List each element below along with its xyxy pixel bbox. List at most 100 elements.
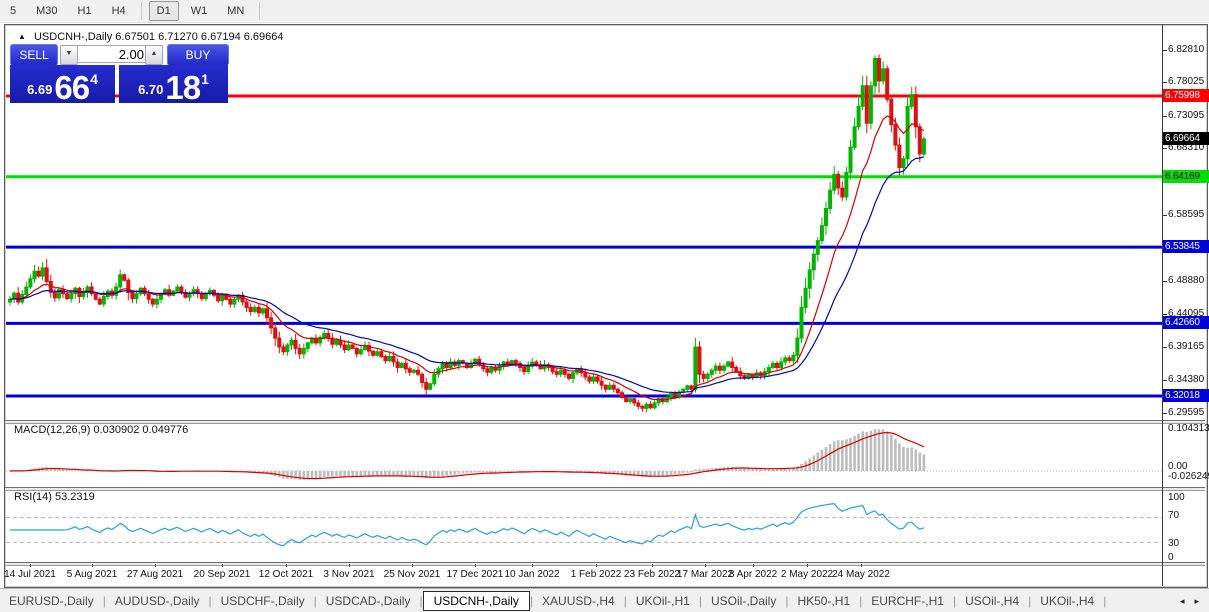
volume-down-button[interactable]: ▼ — [60, 45, 78, 65]
rsi-axis-label: 70 — [1168, 510, 1180, 521]
date-tick — [532, 564, 533, 567]
macd-axis-label: 0.104313 — [1168, 423, 1209, 434]
buy-price-panel[interactable]: 6.70 18 1 — [119, 65, 228, 106]
date-tick — [92, 564, 93, 567]
timeframe-button-d1[interactable]: D1 — [148, 1, 179, 21]
price-tick-label: 6.39165 — [1168, 341, 1205, 352]
tab-scroll-left-icon[interactable]: ◂ — [1179, 595, 1185, 606]
price-axis-separator — [1162, 25, 1163, 586]
macd-label: MACD(12,26,9) 0.030902 0.049776 — [14, 424, 189, 436]
date-tick — [596, 564, 597, 567]
volume-up-button[interactable]: ▲ — [145, 45, 163, 65]
price-tick-label: 6.82810 — [1168, 44, 1205, 55]
level-price-badge: 6.42660 — [1163, 316, 1209, 329]
date-tick — [222, 564, 223, 567]
chart-window-frame — [4, 24, 1208, 588]
rsi-splitter[interactable] — [5, 487, 1205, 491]
chart-tab-bar: EURUSD-,Daily | AUDUSD-,Daily | USDCHF-,Dail… — [0, 588, 1209, 612]
date-tick — [807, 564, 808, 567]
date-tick-label: 14 Jul 2021 — [4, 569, 56, 580]
buy-price-big: 18 — [165, 69, 201, 106]
tab-separator: | — [952, 594, 957, 608]
rsi-label: RSI(14) 53.2319 — [14, 491, 95, 503]
price-tick-label: 6.58595 — [1168, 209, 1205, 220]
date-tick — [30, 564, 31, 567]
timeframe-button-h4[interactable]: H4 — [111, 5, 126, 17]
timeframe-button-5[interactable]: 5 — [10, 5, 17, 17]
chart-tab-ukoil-h1[interactable]: UKOil-,H1 — [635, 594, 690, 608]
tab-separator: | — [623, 594, 627, 608]
tab-separator: | — [102, 594, 106, 608]
tab-separator: | — [698, 594, 702, 608]
price-tick — [1163, 314, 1167, 315]
chart-tab-ukoil-h4[interactable]: UKOil-,H4 — [1040, 594, 1095, 608]
chart-tab-usoil-h4[interactable]: USOil-,H4 — [965, 594, 1020, 608]
chart-tab-hk50-h1[interactable]: HK50-,H1 — [797, 594, 851, 608]
chart-tab-eurusd-daily[interactable]: EURUSD-,Daily — [9, 594, 94, 608]
tab-separator: | — [1103, 594, 1107, 608]
timeframe-toolbar: 5 M30 H1 H4 D1 W1 MN — [0, 0, 1209, 23]
timeframe-button-w1[interactable]: W1 — [190, 5, 208, 17]
price-tick-label: 6.44095 — [1168, 308, 1205, 319]
chart-tab-usdchf-daily[interactable]: USDCHF-,Daily — [220, 594, 305, 608]
volume-down-icon: ▼ — [65, 50, 73, 57]
price-tick — [1163, 413, 1167, 414]
tab-separator: | — [859, 594, 863, 608]
timeframe-button-mn[interactable]: MN — [227, 5, 245, 17]
price-tick — [1163, 82, 1167, 83]
macd-splitter[interactable] — [5, 420, 1205, 424]
tab-separator: | — [785, 594, 789, 608]
ohlc-values: 6.67501 6.71270 6.67194 6.69664 — [115, 31, 284, 43]
tab-separator: | — [529, 594, 534, 608]
volume-input[interactable] — [77, 45, 149, 63]
timeframe-button-h1[interactable]: H1 — [77, 5, 92, 17]
one-click-trade-panel: SELL ▼ ▲ BUY 6.69 66 4 6.70 18 1 — [10, 43, 229, 105]
price-tick — [1163, 215, 1167, 216]
date-tick-label: 17 Mar 2022 — [676, 569, 734, 580]
rsi-axis-label: 0 — [1168, 552, 1174, 563]
date-tick-label: 17 Dec 2021 — [446, 569, 504, 580]
chart-title: ▲ USDCNH-,Daily 6.67501 6.71270 6.67194 … — [18, 31, 284, 43]
tab-separator: | — [419, 594, 423, 608]
price-tick-label: 6.78025 — [1168, 76, 1205, 87]
chart-tab-eurchf-h1[interactable]: EURCHF-,H1 — [871, 594, 944, 608]
date-tick-label: 20 Sep 2021 — [193, 569, 251, 580]
chart-tab-usdcad-daily[interactable]: USDCAD-,Daily — [325, 594, 411, 608]
rsi-chart-canvas — [6, 502, 1162, 547]
date-tick-label: 27 Aug 2021 — [126, 569, 184, 580]
price-tick — [1163, 148, 1167, 149]
price-tick — [1163, 116, 1167, 117]
chart-tab-xauusd-h4[interactable]: XAUUSD-,H4 — [542, 594, 615, 608]
buy-button[interactable]: BUY — [167, 44, 229, 66]
toolbar-separator — [140, 2, 142, 20]
date-tick-label: 12 Oct 2021 — [258, 569, 314, 580]
symbol-triangle-icon: ▲ — [18, 32, 26, 41]
tab-separator: | — [313, 594, 317, 608]
price-tick-label: 6.73095 — [1168, 110, 1205, 121]
chart-tab-usdcnh-daily[interactable]: USDCNH-,Daily — [422, 591, 530, 611]
timeframe-button-m30[interactable]: M30 — [36, 5, 58, 17]
level-price-badge: 6.64169 — [1163, 170, 1209, 183]
sell-price-panel[interactable]: 6.69 66 4 — [10, 65, 115, 104]
tab-scroll-right-icon[interactable]: ▸ — [1194, 595, 1199, 606]
date-tick-label: 2 May 2022 — [780, 569, 834, 580]
price-tick-label: 6.34380 — [1168, 374, 1205, 385]
price-tick — [1163, 347, 1167, 348]
price-tick-label: 6.29595 — [1168, 407, 1205, 418]
chart-tab-usoil-daily[interactable]: USOil-,Daily — [710, 594, 777, 608]
date-tick-label: 5 Aug 2021 — [66, 569, 118, 580]
macd-axis-label: -0.026249 — [1168, 471, 1209, 482]
price-tick-label: 6.48880 — [1168, 275, 1205, 286]
toolbar-separator — [259, 2, 261, 20]
price-tick-label: 6.68310 — [1168, 142, 1205, 153]
level-price-badge: 6.53845 — [1163, 240, 1209, 253]
price-tick — [1163, 380, 1167, 381]
price-tick — [1163, 50, 1167, 51]
date-tick-label: 24 May 2022 — [832, 569, 890, 580]
sell-button[interactable]: SELL — [10, 44, 58, 66]
date-axis-splitter — [5, 562, 1205, 566]
macd-axis-label: 0.00 — [1168, 461, 1188, 472]
macd-chart-canvas — [6, 429, 1162, 480]
chart-tab-audusd-daily[interactable]: AUDUSD-,Daily — [114, 594, 200, 608]
